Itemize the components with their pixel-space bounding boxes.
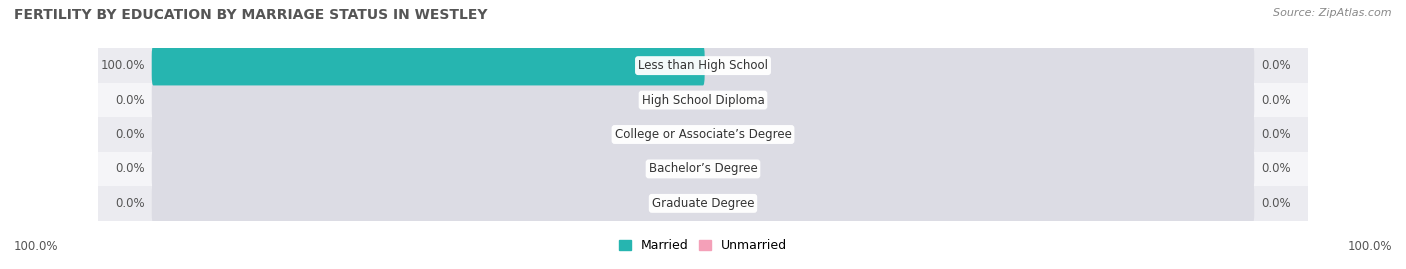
FancyBboxPatch shape (702, 46, 1254, 86)
Text: 0.0%: 0.0% (1261, 128, 1291, 141)
Bar (98, 186, 1308, 221)
FancyBboxPatch shape (152, 183, 704, 223)
Bar (98, 152, 1308, 186)
Text: Graduate Degree: Graduate Degree (652, 197, 754, 210)
Text: 0.0%: 0.0% (1261, 162, 1291, 175)
Text: High School Diploma: High School Diploma (641, 94, 765, 107)
Legend: Married, Unmarried: Married, Unmarried (619, 239, 787, 252)
Text: Source: ZipAtlas.com: Source: ZipAtlas.com (1274, 8, 1392, 18)
Text: 0.0%: 0.0% (1261, 197, 1291, 210)
Text: 0.0%: 0.0% (1261, 94, 1291, 107)
Text: 100.0%: 100.0% (1347, 240, 1392, 253)
Bar (98, 48, 1308, 83)
FancyBboxPatch shape (702, 149, 1254, 189)
Bar (98, 117, 1308, 152)
Text: 0.0%: 0.0% (115, 197, 145, 210)
Bar (98, 83, 1308, 117)
Text: 0.0%: 0.0% (115, 162, 145, 175)
Text: 0.0%: 0.0% (1261, 59, 1291, 72)
FancyBboxPatch shape (152, 115, 704, 154)
FancyBboxPatch shape (702, 183, 1254, 223)
Text: 100.0%: 100.0% (101, 59, 145, 72)
Text: Bachelor’s Degree: Bachelor’s Degree (648, 162, 758, 175)
Text: FERTILITY BY EDUCATION BY MARRIAGE STATUS IN WESTLEY: FERTILITY BY EDUCATION BY MARRIAGE STATU… (14, 8, 488, 22)
FancyBboxPatch shape (152, 80, 704, 120)
FancyBboxPatch shape (152, 46, 704, 86)
Text: 0.0%: 0.0% (115, 94, 145, 107)
FancyBboxPatch shape (702, 80, 1254, 120)
Text: College or Associate’s Degree: College or Associate’s Degree (614, 128, 792, 141)
Text: 0.0%: 0.0% (115, 128, 145, 141)
FancyBboxPatch shape (702, 115, 1254, 154)
FancyBboxPatch shape (152, 149, 704, 189)
Text: Less than High School: Less than High School (638, 59, 768, 72)
Text: 100.0%: 100.0% (14, 240, 59, 253)
FancyBboxPatch shape (152, 46, 704, 86)
